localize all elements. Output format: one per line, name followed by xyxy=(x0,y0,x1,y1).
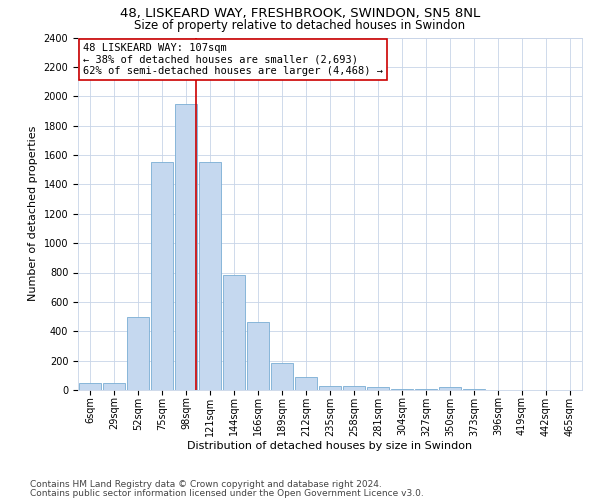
Text: 48 LISKEARD WAY: 107sqm
← 38% of detached houses are smaller (2,693)
62% of semi: 48 LISKEARD WAY: 107sqm ← 38% of detache… xyxy=(83,43,383,76)
Bar xyxy=(343,386,365,390)
Bar xyxy=(175,104,197,390)
Bar xyxy=(199,162,221,390)
Bar xyxy=(79,382,101,390)
Bar xyxy=(367,387,389,390)
Bar xyxy=(319,386,341,390)
Bar xyxy=(103,382,125,390)
Bar xyxy=(295,377,317,390)
Text: Contains HM Land Registry data © Crown copyright and database right 2024.: Contains HM Land Registry data © Crown c… xyxy=(30,480,382,489)
Bar xyxy=(127,316,149,390)
Text: Size of property relative to detached houses in Swindon: Size of property relative to detached ho… xyxy=(134,18,466,32)
Bar xyxy=(271,363,293,390)
Text: Contains public sector information licensed under the Open Government Licence v3: Contains public sector information licen… xyxy=(30,488,424,498)
Y-axis label: Number of detached properties: Number of detached properties xyxy=(28,126,38,302)
Bar xyxy=(247,322,269,390)
Text: 48, LISKEARD WAY, FRESHBROOK, SWINDON, SN5 8NL: 48, LISKEARD WAY, FRESHBROOK, SWINDON, S… xyxy=(120,8,480,20)
Bar xyxy=(151,162,173,390)
Bar xyxy=(439,387,461,390)
X-axis label: Distribution of detached houses by size in Swindon: Distribution of detached houses by size … xyxy=(187,441,473,451)
Bar xyxy=(223,276,245,390)
